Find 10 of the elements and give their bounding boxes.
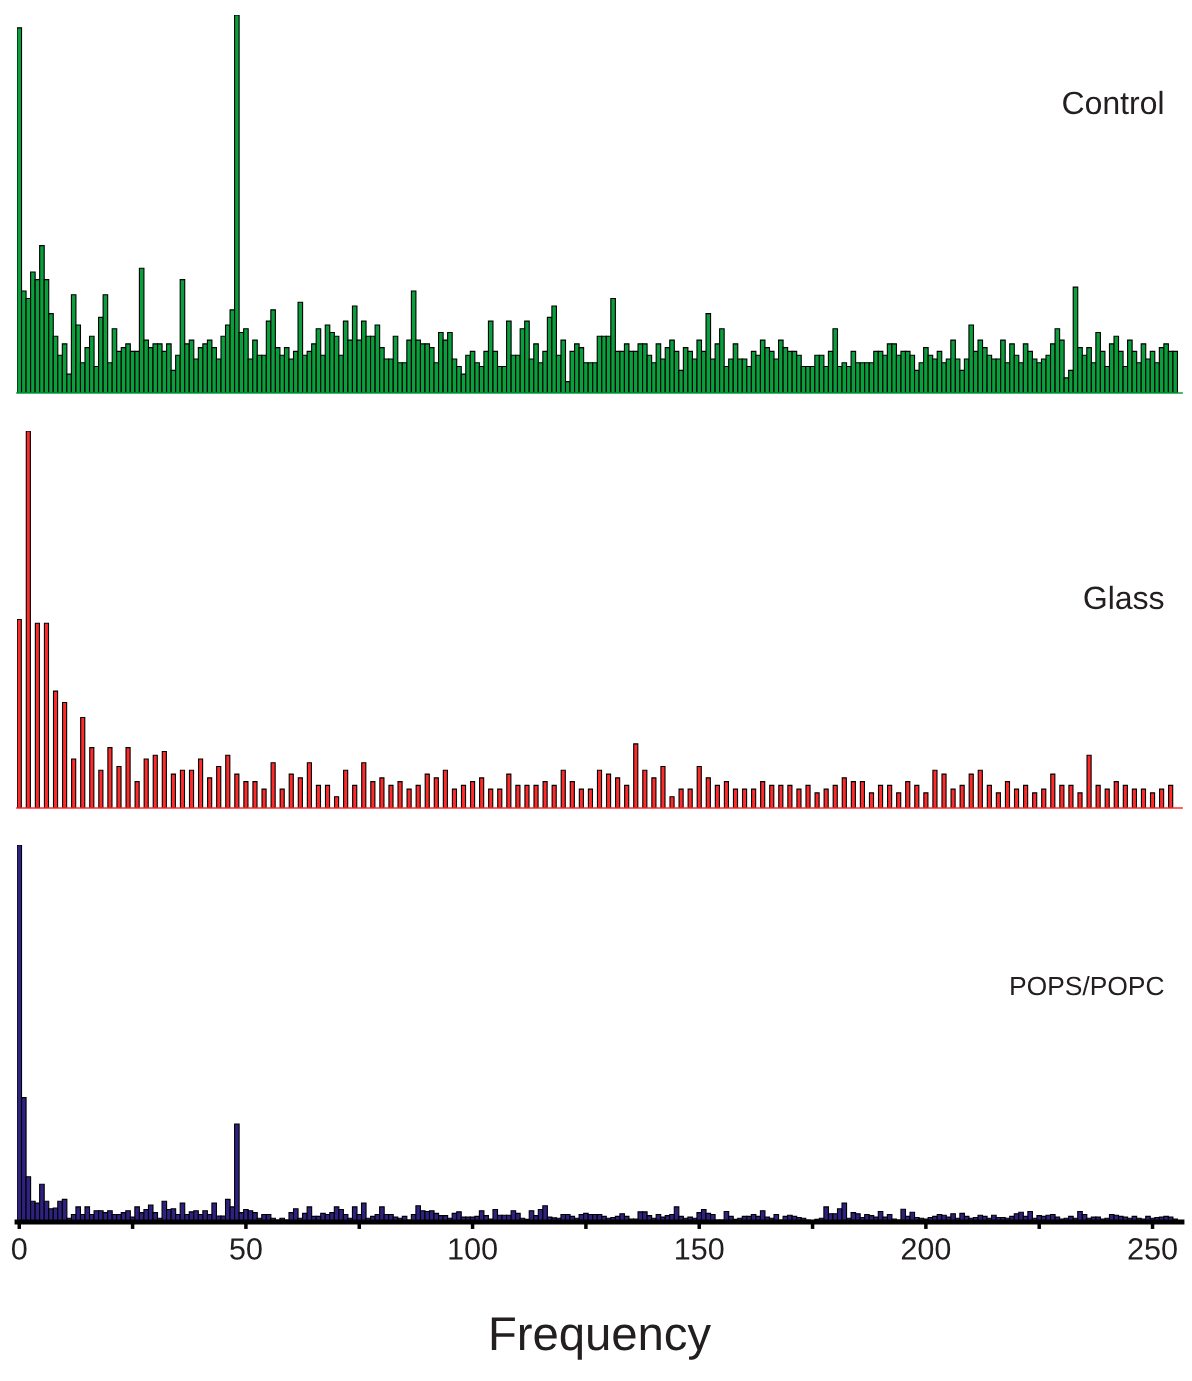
x-tick-label: 250 bbox=[1128, 1238, 1177, 1260]
text: Glass bbox=[1084, 585, 1164, 610]
x-tick-label: 100 bbox=[449, 1238, 497, 1260]
x-tick-label: 50 bbox=[230, 1238, 262, 1260]
x-tick-label: 0 bbox=[11, 1238, 27, 1260]
x-axis-title: Frequency bbox=[491, 1317, 711, 1360]
text: POPS/POPC bbox=[1011, 975, 1164, 996]
x-tick-label: 200 bbox=[901, 1238, 951, 1260]
x-tick-label: 150 bbox=[676, 1238, 724, 1260]
text: Control bbox=[1063, 90, 1163, 115]
